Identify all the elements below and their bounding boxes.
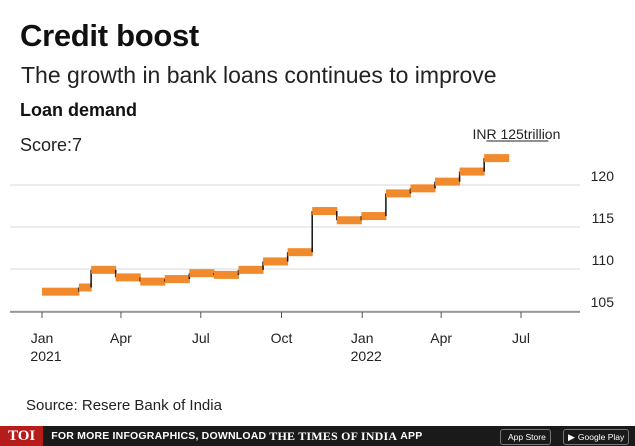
- chart-subtitle: The growth in bank loans continues to im…: [21, 62, 497, 88]
- source-note: Source: Resere Bank of India: [26, 397, 222, 414]
- x-tick-label: Jul: [192, 330, 210, 346]
- annotation-label: INR 125trillion: [472, 126, 560, 142]
- footer-banner[interactable]: TOI FOR MORE INFOGRAPHICS, DOWNLOAD THE …: [0, 426, 635, 446]
- x-tick-year-label: 2022: [351, 348, 382, 364]
- x-tick-year-label: 2021: [30, 348, 61, 364]
- y-tick-label: 105: [591, 294, 615, 310]
- y-tick-label: 115: [592, 210, 615, 226]
- y-tick-label: 120: [591, 168, 615, 184]
- google-play-label: Google Play: [577, 432, 625, 442]
- app-store-label: App Store: [508, 432, 546, 442]
- loan-demand-chart: 105 110 115 120 Jan 2021 Apr Jul Oct Jan 2022 Apr J…: [10, 126, 615, 364]
- x-tick-label: Apr: [430, 330, 452, 346]
- x-tick-label: Jan: [351, 330, 374, 346]
- y-tick-label: 110: [592, 252, 615, 268]
- x-tick-label: Jul: [512, 330, 530, 346]
- google-play-button[interactable]: ▶ Google Play: [563, 429, 630, 445]
- app-store-button[interactable]: App Store: [500, 429, 551, 445]
- footer-text: FOR MORE INFOGRAPHICS, DOWNLOAD: [51, 430, 267, 442]
- play-icon: ▶: [568, 431, 575, 442]
- section-label: Loan demand: [20, 100, 138, 120]
- chart-title: Credit boost: [20, 18, 199, 53]
- x-tick-label: Apr: [110, 330, 132, 346]
- x-tick-label: Jan: [31, 330, 54, 346]
- toi-logo: TOI: [0, 426, 44, 446]
- x-tick-label: Oct: [271, 330, 293, 346]
- footer-brand: THE TIMES OF INDIA: [269, 428, 398, 443]
- footer-app: APP: [400, 430, 423, 442]
- score-label: Score:7: [20, 135, 83, 155]
